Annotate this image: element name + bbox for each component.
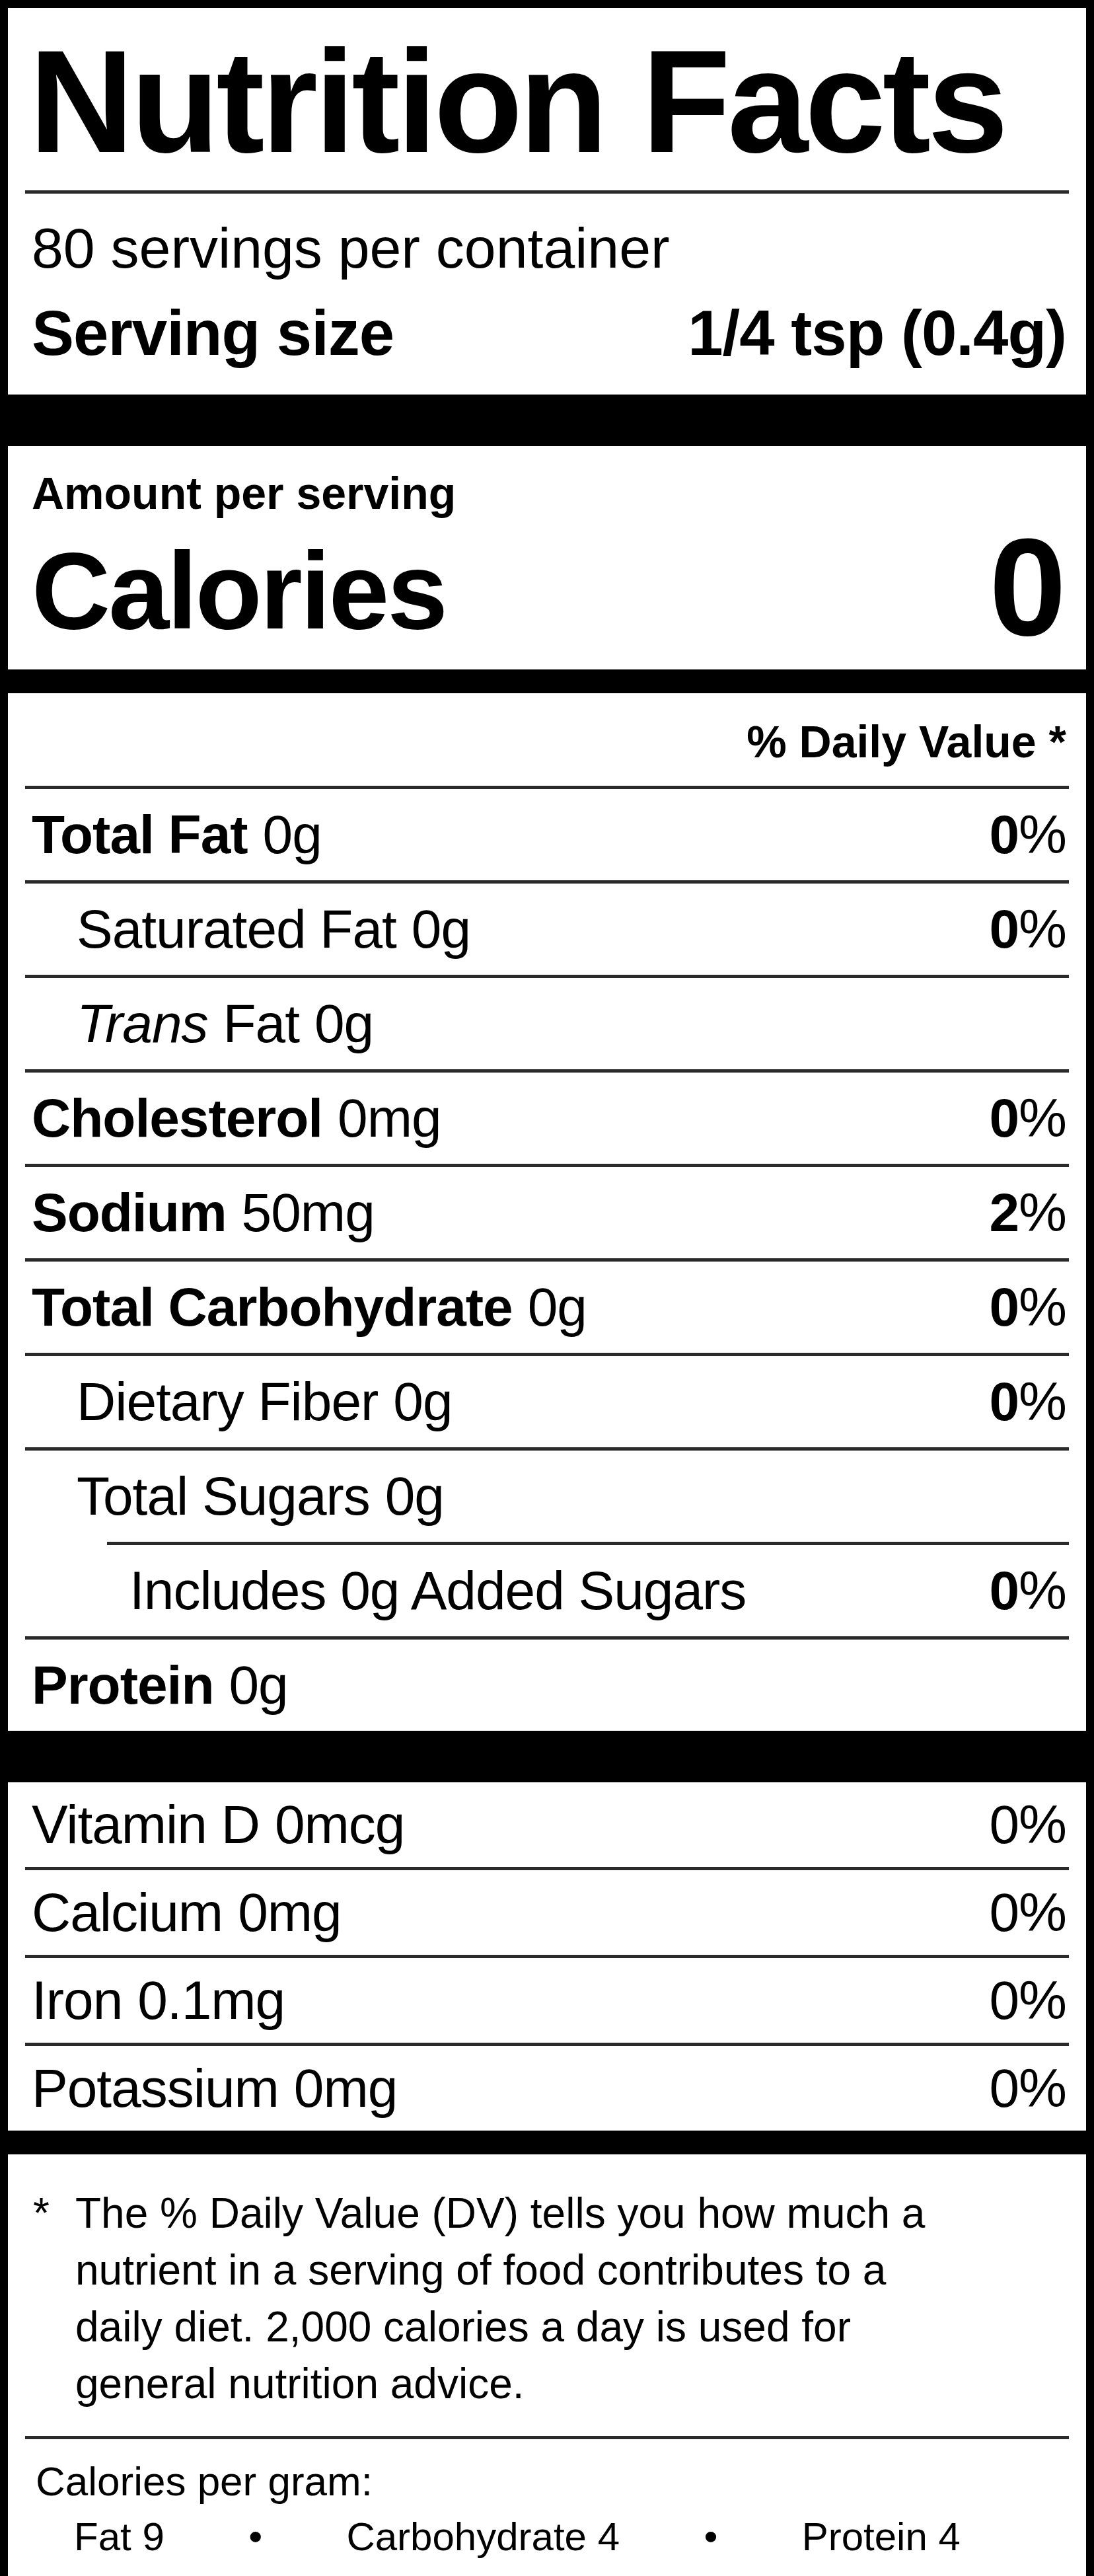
nutrient-name: Sodium50mg xyxy=(32,1182,375,1244)
calories-per-gram-items: Fat9 • Carbohydrate4 • Protein4 xyxy=(36,2508,1066,2565)
cpg-item-carbohydrate: Carbohydrate4 xyxy=(346,2509,620,2565)
calories-block: Amount per serving Calories 0 xyxy=(8,446,1086,669)
vitamin-name: Potassium0mg xyxy=(32,2057,397,2119)
nutrient-name: Total Sugars0g xyxy=(77,1465,444,1527)
servings-block: 80 servings per container Serving size 1… xyxy=(8,194,1086,395)
vitamin-row-potassium: Potassium0mg 0% xyxy=(8,2046,1086,2131)
footnote-line: daily diet. 2,000 calories a day is used… xyxy=(75,2298,1060,2355)
calories-per-gram-label: Calories per gram: xyxy=(36,2455,1066,2508)
vitamin-dv: 0% xyxy=(989,1969,1066,2031)
footnote-line: nutrient in a serving of food contribute… xyxy=(75,2242,1060,2298)
nutrient-name: Dietary Fiber0g xyxy=(77,1371,453,1433)
bullet-separator: • xyxy=(248,2509,262,2565)
calories-per-gram-block: Calories per gram: Fat9 • Carbohydrate4 … xyxy=(8,2439,1086,2576)
nutrient-name: TransFat0g xyxy=(77,993,373,1055)
servings-per-container: 80 servings per container xyxy=(32,211,1066,285)
nutrient-row-sodium: Sodium50mg 2% xyxy=(8,1167,1086,1258)
nutrient-dv: 0% xyxy=(989,1276,1066,1338)
footnote-text: The % Daily Value (DV) tells you how muc… xyxy=(75,2185,1060,2412)
vitamin-dv: 0% xyxy=(989,2057,1066,2119)
bullet-separator: • xyxy=(704,2509,717,2565)
vitamin-name: Calcium0mg xyxy=(32,1881,342,1944)
nutrient-name: Includes 0g Added Sugars xyxy=(129,1560,746,1622)
nutrient-row-saturated-fat: Saturated Fat0g 0% xyxy=(8,884,1086,975)
calories-line: Calories 0 xyxy=(32,521,1066,654)
nutrient-name: Protein0g xyxy=(32,1654,288,1716)
vitamin-dv: 0% xyxy=(989,1881,1066,1944)
nutrient-dv: 0% xyxy=(989,804,1066,866)
amount-per-serving-label: Amount per serving xyxy=(32,465,1066,521)
label-title: Nutrition Facts xyxy=(8,8,1086,190)
calories-value: 0 xyxy=(989,521,1066,654)
separator-bar-thick-1 xyxy=(8,395,1086,446)
separator-bar-medium-1 xyxy=(8,669,1086,693)
daily-value-header: % Daily Value * xyxy=(8,693,1086,786)
nutrient-row-added-sugars: Includes 0g Added Sugars 0% xyxy=(8,1545,1086,1636)
nutrient-row-total-fat: Total Fat0g 0% xyxy=(8,789,1086,880)
vitamin-row-iron: Iron0.1mg 0% xyxy=(8,1958,1086,2043)
vitamin-row-calcium: Calcium0mg 0% xyxy=(8,1870,1086,1955)
nutrient-dv: 0% xyxy=(989,898,1066,960)
cpg-item-protein: Protein4 xyxy=(802,2509,961,2565)
nutrient-row-cholesterol: Cholesterol0mg 0% xyxy=(8,1073,1086,1164)
nutrient-row-protein: Protein0g xyxy=(8,1640,1086,1731)
serving-size-label: Serving size xyxy=(32,290,394,376)
nutrient-dv: 0% xyxy=(989,1087,1066,1149)
nutrient-row-dietary-fiber: Dietary Fiber0g 0% xyxy=(8,1356,1086,1447)
separator-bar-thick-2 xyxy=(8,1731,1086,1782)
nutrient-row-total-carbohydrate: Total Carbohydrate0g 0% xyxy=(8,1262,1086,1353)
vitamin-dv: 0% xyxy=(989,1794,1066,1856)
nutrient-dv: 0% xyxy=(989,1371,1066,1433)
vitamin-name: Iron0.1mg xyxy=(32,1969,285,2031)
nutrient-dv: 2% xyxy=(989,1182,1066,1244)
serving-size-line: Serving size 1/4 tsp (0.4g) xyxy=(32,290,1066,376)
serving-size-value: 1/4 tsp (0.4g) xyxy=(688,290,1066,376)
nutrition-facts-label: Nutrition Facts 80 servings per containe… xyxy=(0,0,1094,2576)
vitamin-name: Vitamin D0mcg xyxy=(32,1794,404,1856)
footnote-asterisk: * xyxy=(33,2185,75,2412)
nutrient-name: Saturated Fat0g xyxy=(77,898,470,960)
footnote-line: The % Daily Value (DV) tells you how muc… xyxy=(75,2185,1060,2242)
nutrient-dv: 0% xyxy=(989,1560,1066,1622)
nutrient-row-total-sugars: Total Sugars0g xyxy=(8,1451,1086,1542)
nutrient-row-trans-fat: TransFat0g xyxy=(8,978,1086,1069)
nutrient-name: Cholesterol0mg xyxy=(32,1087,441,1149)
cpg-item-fat: Fat9 xyxy=(74,2509,164,2565)
footnote-line: general nutrition advice. xyxy=(75,2355,1060,2412)
nutrient-name: Total Carbohydrate0g xyxy=(32,1276,587,1338)
separator-bar-medium-2 xyxy=(8,2131,1086,2154)
daily-value-footnote: * The % Daily Value (DV) tells you how m… xyxy=(8,2154,1086,2436)
vitamin-row-vitamin-d: Vitamin D0mcg 0% xyxy=(8,1782,1086,1867)
calories-label: Calories xyxy=(32,528,446,654)
nutrient-name: Total Fat0g xyxy=(32,804,322,866)
